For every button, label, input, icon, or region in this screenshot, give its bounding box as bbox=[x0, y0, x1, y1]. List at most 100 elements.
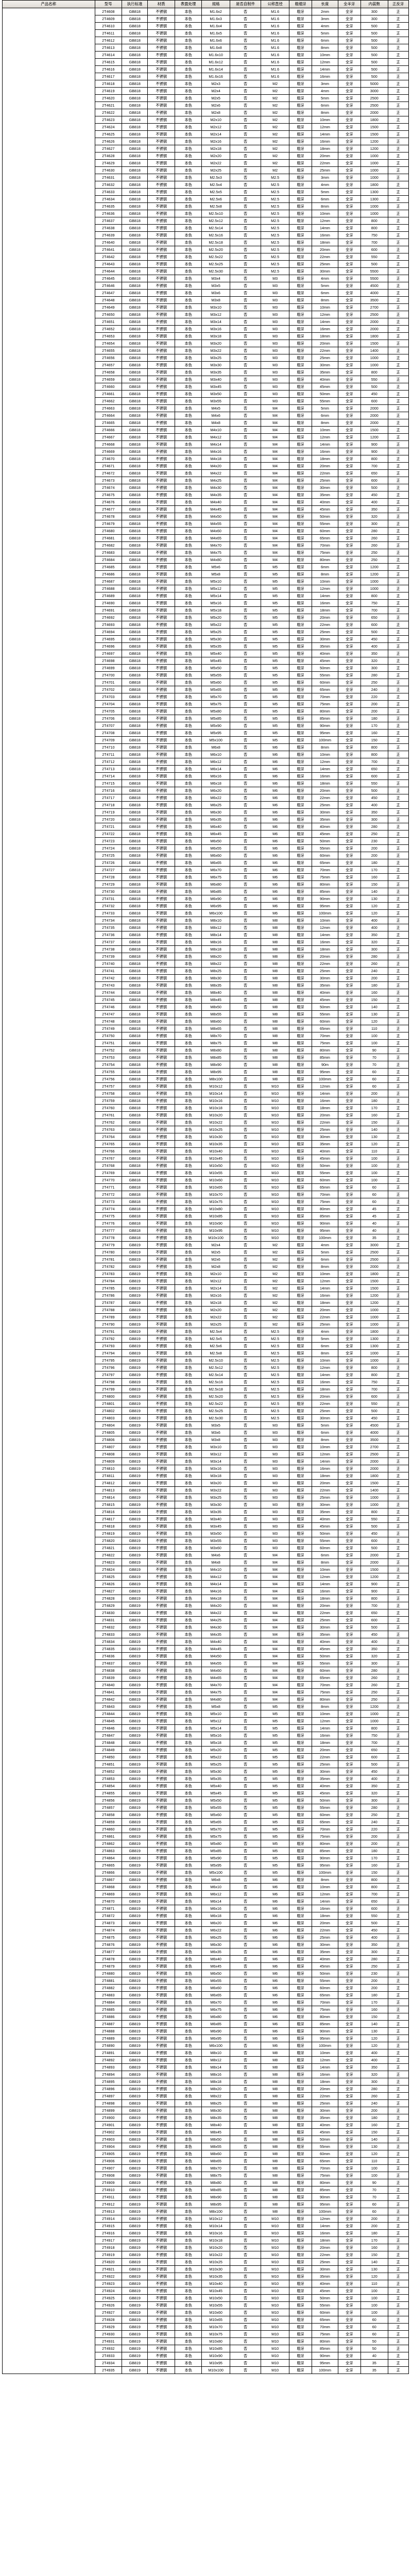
cell-material[interactable]: 不锈钢 bbox=[147, 1032, 175, 1040]
cell-thread-direction[interactable]: 正 bbox=[387, 80, 409, 88]
cell-thread-coverage[interactable]: 全牙 bbox=[337, 1313, 362, 1321]
cell-surface-treatment[interactable]: 本色 bbox=[174, 1306, 202, 1314]
cell-material[interactable]: 不锈钢 bbox=[147, 1414, 175, 1422]
cell-thread-pitch[interactable]: 粗牙 bbox=[288, 1688, 313, 1696]
cell-thread-pitch[interactable]: 粗牙 bbox=[288, 1436, 313, 1444]
cell-self-made[interactable]: 否 bbox=[229, 1587, 262, 1595]
cell-thread-coverage[interactable]: 全牙 bbox=[337, 1046, 362, 1054]
cell-model[interactable]: 2T4654 bbox=[94, 340, 123, 347]
cell-thread-pitch[interactable]: 粗牙 bbox=[288, 2056, 313, 2064]
cell-thread-direction[interactable]: 正 bbox=[387, 1739, 409, 1747]
cell-standard[interactable]: GB818 bbox=[122, 1191, 148, 1198]
cell-material[interactable]: 不锈钢 bbox=[147, 101, 175, 109]
cell-model[interactable]: 2T4693 bbox=[94, 621, 123, 629]
cell-nominal-diameter[interactable]: M8 bbox=[261, 2085, 289, 2093]
cell-model[interactable]: 2T4680 bbox=[94, 527, 123, 535]
cell-surface-treatment[interactable]: 本色 bbox=[174, 2229, 202, 2237]
cell-model[interactable]: 2T4741 bbox=[94, 967, 123, 975]
cell-surface-treatment[interactable]: 本色 bbox=[174, 693, 202, 701]
cell-standard[interactable]: GB819 bbox=[122, 1494, 148, 1501]
cell-nominal-diameter[interactable]: M10 bbox=[261, 2258, 289, 2266]
cell-specification[interactable]: M10x45 bbox=[201, 1155, 230, 1162]
cell-thread-pitch[interactable]: 粗牙 bbox=[288, 1292, 313, 1299]
cell-thread-pitch[interactable]: 粗牙 bbox=[288, 1998, 313, 2006]
cell-thread-direction[interactable]: 正 bbox=[387, 1378, 409, 1386]
cell-specification[interactable]: M10x95 bbox=[201, 1227, 230, 1234]
cell-standard[interactable]: GB819 bbox=[122, 2323, 148, 2331]
cell-specification[interactable]: M2.5x16 bbox=[201, 231, 230, 239]
cell-length[interactable]: 50mm bbox=[312, 1970, 338, 1977]
cell-material[interactable]: 不锈钢 bbox=[147, 2208, 175, 2215]
cell-length[interactable]: 3mm bbox=[312, 80, 338, 88]
cell-surface-treatment[interactable]: 本色 bbox=[174, 808, 202, 816]
cell-thread-pitch[interactable]: 粗牙 bbox=[288, 967, 313, 975]
cell-length[interactable]: 18mm bbox=[312, 332, 338, 340]
cell-model[interactable]: 2T4791 bbox=[94, 1328, 123, 1335]
cell-standard[interactable]: GB819 bbox=[122, 1248, 148, 1256]
cell-length[interactable]: 6mm bbox=[312, 101, 338, 109]
cell-model[interactable]: 2T4689 bbox=[94, 592, 123, 600]
cell-material[interactable]: 不锈钢 bbox=[147, 1667, 175, 1674]
cell-length[interactable]: 65mm bbox=[312, 1674, 338, 1682]
cell-surface-treatment[interactable]: 本色 bbox=[174, 318, 202, 326]
cell-self-made[interactable]: 否 bbox=[229, 1082, 262, 1090]
cell-self-made[interactable]: 否 bbox=[229, 15, 262, 23]
cell-pack-quantity[interactable]: 750 bbox=[360, 1732, 388, 1739]
cell-pack-quantity[interactable]: 110 bbox=[360, 1025, 388, 1032]
cell-standard[interactable]: GB819 bbox=[122, 2215, 148, 2223]
cell-thread-direction[interactable]: 正 bbox=[387, 541, 409, 549]
cell-nominal-diameter[interactable]: M8 bbox=[261, 953, 289, 960]
cell-material[interactable]: 不锈钢 bbox=[147, 852, 175, 859]
cell-specification[interactable]: M6x75 bbox=[201, 873, 230, 881]
cell-material[interactable]: 不锈钢 bbox=[147, 130, 175, 138]
cell-specification[interactable]: M6x70 bbox=[201, 1998, 230, 2006]
cell-thread-direction[interactable]: 正 bbox=[387, 794, 409, 802]
cell-length[interactable]: 14mm bbox=[312, 65, 338, 73]
cell-model[interactable]: 2T4640 bbox=[94, 239, 123, 246]
cell-model[interactable]: 2T4639 bbox=[94, 231, 123, 239]
cell-standard[interactable]: GB818 bbox=[122, 989, 148, 996]
cell-model[interactable]: 2T4898 bbox=[94, 2099, 123, 2107]
table-row[interactable]: 2T4691 GB818 不锈钢 本色 M5x18 否 M5 粗牙 18mm 全牙 700 正 bbox=[3, 606, 409, 614]
cell-pack-quantity[interactable]: 450 bbox=[360, 1414, 388, 1422]
cell-thread-direction[interactable]: 正 bbox=[387, 1147, 409, 1155]
cell-length[interactable]: 12mm bbox=[312, 924, 338, 931]
cell-surface-treatment[interactable]: 本色 bbox=[174, 1450, 202, 1458]
cell-self-made[interactable]: 否 bbox=[229, 1717, 262, 1725]
cell-self-made[interactable]: 否 bbox=[229, 513, 262, 520]
cell-thread-coverage[interactable]: 全牙 bbox=[337, 2107, 362, 2114]
cell-surface-treatment[interactable]: 本色 bbox=[174, 311, 202, 318]
cell-standard[interactable]: GB818 bbox=[122, 390, 148, 398]
cell-surface-treatment[interactable]: 本色 bbox=[174, 1320, 202, 1328]
cell-length[interactable]: 50mm bbox=[312, 1530, 338, 1537]
cell-specification[interactable]: M2x16 bbox=[201, 1292, 230, 1299]
cell-material[interactable]: 不锈钢 bbox=[147, 1746, 175, 1754]
cell-length[interactable]: 35mm bbox=[312, 1631, 338, 1638]
cell-model[interactable]: 2T4743 bbox=[94, 981, 123, 989]
cell-model[interactable]: 2T4872 bbox=[94, 1912, 123, 1920]
cell-nominal-diameter[interactable]: M2.5 bbox=[261, 1349, 289, 1357]
cell-model[interactable]: 2T4713 bbox=[94, 765, 123, 773]
cell-material[interactable]: 不锈钢 bbox=[147, 1905, 175, 1912]
cell-standard[interactable]: GB819 bbox=[122, 2020, 148, 2028]
cell-standard[interactable]: GB819 bbox=[122, 2301, 148, 2309]
cell-pack-quantity[interactable]: 650 bbox=[360, 469, 388, 477]
cell-self-made[interactable]: 否 bbox=[229, 1277, 262, 1285]
cell-self-made[interactable]: 否 bbox=[229, 808, 262, 816]
cell-material[interactable]: 不锈钢 bbox=[147, 58, 175, 66]
cell-standard[interactable]: GB818 bbox=[122, 541, 148, 549]
cell-pack-quantity[interactable]: 200 bbox=[360, 2215, 388, 2223]
cell-length[interactable]: 95mm bbox=[312, 729, 338, 737]
cell-thread-pitch[interactable]: 粗牙 bbox=[288, 484, 313, 492]
cell-self-made[interactable]: 否 bbox=[229, 2294, 262, 2302]
cell-thread-pitch[interactable]: 粗牙 bbox=[288, 1234, 313, 1242]
cell-surface-treatment[interactable]: 本色 bbox=[174, 2020, 202, 2028]
cell-nominal-diameter[interactable]: M10 bbox=[261, 1191, 289, 1198]
cell-standard[interactable]: GB819 bbox=[122, 1724, 148, 1732]
cell-self-made[interactable]: 否 bbox=[229, 1263, 262, 1270]
table-row[interactable]: 2T4831 GB819 不锈钢 本色 M4x25 否 M4 粗牙 25mm 全牙 600 正 bbox=[3, 1616, 409, 1624]
cell-nominal-diameter[interactable]: M6 bbox=[261, 1919, 289, 1927]
cell-standard[interactable]: GB818 bbox=[122, 924, 148, 931]
cell-pack-quantity[interactable]: 70 bbox=[360, 1054, 388, 1061]
cell-thread-direction[interactable]: 正 bbox=[387, 455, 409, 463]
